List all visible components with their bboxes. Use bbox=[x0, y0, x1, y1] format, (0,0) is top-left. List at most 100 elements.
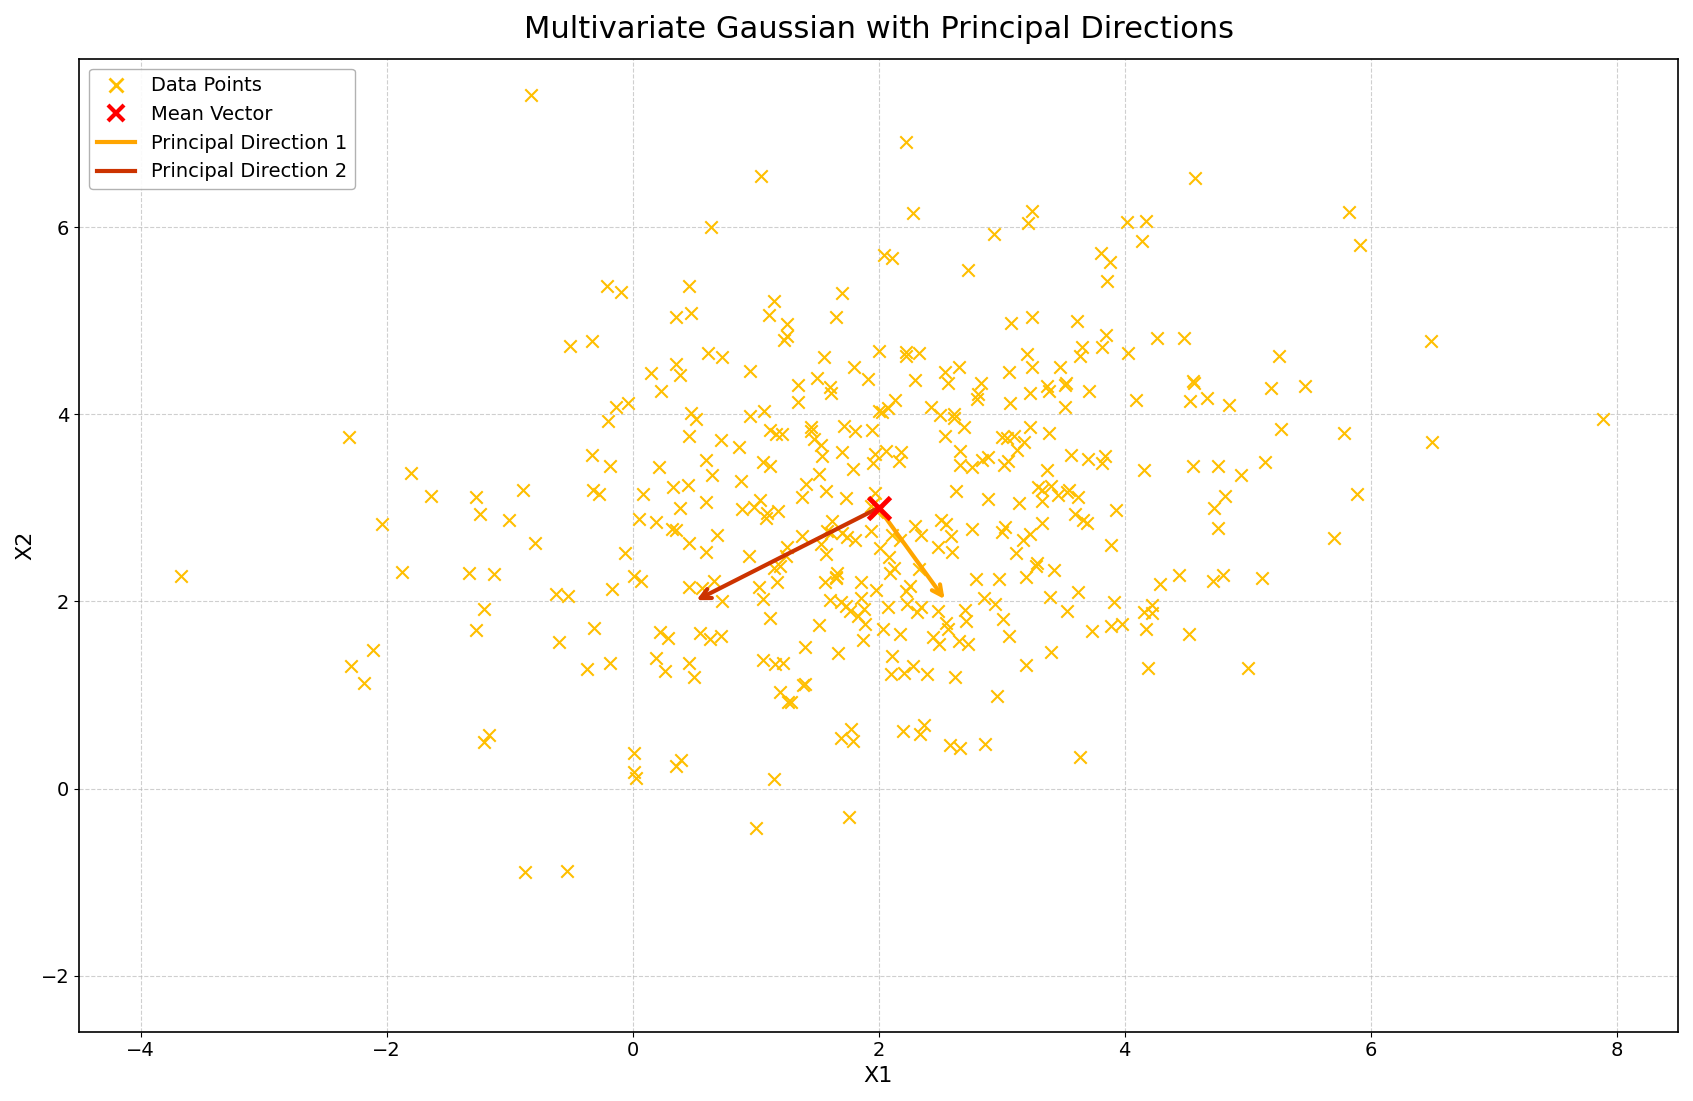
Point bbox=[926, 406, 953, 424]
Point bbox=[1094, 272, 1121, 290]
Point bbox=[872, 442, 899, 459]
Point bbox=[846, 589, 874, 607]
Point bbox=[615, 394, 642, 412]
Point bbox=[667, 751, 694, 768]
Point bbox=[581, 619, 608, 636]
Point bbox=[774, 327, 801, 345]
Point bbox=[1017, 358, 1045, 375]
Point bbox=[770, 331, 797, 349]
Point bbox=[994, 429, 1021, 447]
Point bbox=[906, 726, 933, 743]
Point bbox=[1092, 327, 1119, 345]
Point bbox=[862, 446, 889, 464]
Point bbox=[692, 493, 720, 511]
Point bbox=[1209, 566, 1236, 584]
Point bbox=[1087, 243, 1114, 261]
Point bbox=[880, 559, 907, 577]
Point bbox=[818, 384, 845, 402]
Point bbox=[667, 367, 694, 384]
Point bbox=[1040, 562, 1067, 579]
Point bbox=[841, 423, 869, 440]
Point bbox=[1200, 573, 1227, 590]
Point bbox=[989, 523, 1016, 541]
Point bbox=[973, 490, 1001, 508]
Point bbox=[660, 478, 687, 495]
Point bbox=[760, 559, 787, 577]
Point bbox=[476, 726, 503, 743]
Point bbox=[350, 674, 378, 691]
Point bbox=[757, 421, 784, 438]
Point bbox=[757, 610, 784, 628]
Point bbox=[1014, 214, 1041, 231]
Point bbox=[906, 345, 933, 362]
Point bbox=[626, 511, 653, 528]
Point bbox=[855, 371, 882, 389]
Point bbox=[792, 475, 819, 492]
Point bbox=[689, 580, 716, 598]
Point bbox=[359, 641, 386, 658]
Point bbox=[858, 455, 885, 472]
Title: Multivariate Gaussian with Principal Directions: Multivariate Gaussian with Principal Dir… bbox=[523, 15, 1234, 44]
Point bbox=[919, 628, 946, 645]
Point bbox=[994, 451, 1021, 469]
Point bbox=[902, 371, 929, 389]
Point bbox=[865, 499, 892, 516]
Point bbox=[1067, 347, 1094, 364]
Point bbox=[765, 502, 792, 520]
Point bbox=[1131, 603, 1158, 621]
Point bbox=[933, 614, 960, 632]
Point bbox=[1006, 494, 1033, 512]
Point bbox=[1014, 346, 1041, 363]
Point bbox=[852, 615, 879, 633]
Point bbox=[755, 306, 782, 324]
Point bbox=[750, 590, 777, 608]
Point bbox=[1227, 466, 1255, 483]
Point bbox=[367, 515, 394, 533]
Point bbox=[1055, 481, 1082, 499]
Point bbox=[774, 537, 801, 555]
Point bbox=[1065, 582, 1092, 600]
Point bbox=[1590, 410, 1617, 427]
Point bbox=[823, 569, 850, 587]
Point bbox=[1265, 348, 1292, 366]
Point bbox=[481, 566, 508, 584]
Point bbox=[882, 391, 909, 408]
Point bbox=[772, 547, 799, 565]
Point bbox=[806, 466, 833, 483]
Point bbox=[946, 632, 973, 650]
Point bbox=[677, 304, 704, 321]
Point bbox=[572, 661, 599, 678]
Point bbox=[889, 722, 916, 740]
Point bbox=[642, 650, 669, 667]
Point bbox=[940, 405, 967, 423]
Point bbox=[1075, 450, 1102, 468]
Point bbox=[892, 347, 919, 364]
Point bbox=[677, 404, 704, 422]
Point bbox=[1134, 659, 1161, 677]
Point bbox=[1034, 425, 1062, 443]
Point bbox=[662, 355, 689, 372]
Point bbox=[907, 598, 935, 615]
Point bbox=[1133, 620, 1160, 637]
Point bbox=[955, 261, 982, 279]
Point bbox=[753, 504, 780, 522]
Point bbox=[760, 771, 787, 788]
Point bbox=[946, 739, 973, 756]
Point bbox=[992, 517, 1019, 535]
Point bbox=[894, 595, 921, 612]
Point bbox=[1205, 458, 1233, 476]
Point bbox=[836, 602, 863, 620]
Point bbox=[784, 393, 811, 411]
Point bbox=[1175, 625, 1202, 643]
Point bbox=[997, 315, 1024, 333]
Point bbox=[762, 655, 789, 673]
Point bbox=[938, 527, 965, 545]
Point bbox=[1109, 615, 1136, 633]
Point bbox=[840, 732, 867, 750]
Point bbox=[521, 534, 549, 552]
Legend: Data Points, Mean Vector, Principal Direction 1, Principal Direction 2: Data Points, Mean Vector, Principal Dire… bbox=[88, 68, 356, 189]
Point bbox=[1036, 383, 1063, 401]
Point bbox=[823, 308, 850, 326]
Point bbox=[577, 333, 604, 350]
Point bbox=[902, 517, 929, 535]
